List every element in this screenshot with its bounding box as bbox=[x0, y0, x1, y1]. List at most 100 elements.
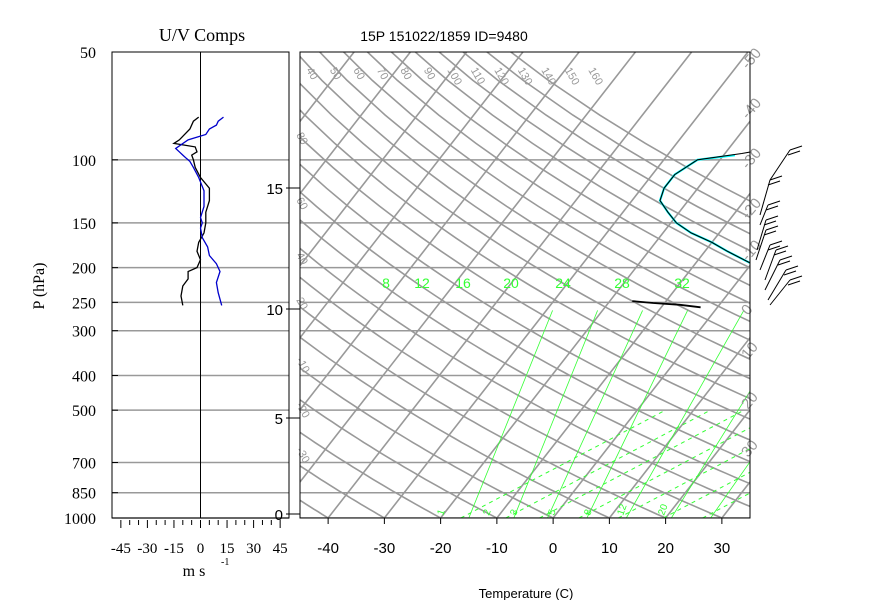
wind-barb-feather bbox=[763, 230, 777, 236]
skewt-isotherm bbox=[300, 52, 580, 412]
skewt-isotherm bbox=[664, 408, 750, 518]
skewt-x-tick-label: 20 bbox=[657, 540, 674, 557]
mixing-ratio-label: 20 bbox=[503, 275, 519, 291]
skewt-x-tick-label: -30 bbox=[374, 540, 396, 557]
mixing-ratio-label: 16 bbox=[455, 275, 471, 291]
wind-barb-feather bbox=[767, 200, 781, 206]
skewt-dry-adiabat bbox=[300, 398, 499, 518]
skewt-isotherm bbox=[327, 52, 693, 518]
mixing-ratio-label: 24 bbox=[555, 275, 571, 291]
wind-barb-feather bbox=[775, 245, 789, 251]
uv-x-axis-label-exponent: -1 bbox=[221, 557, 229, 568]
skewt-dry-adiabat bbox=[300, 82, 750, 380]
wind-barb-feather bbox=[789, 145, 803, 151]
uv-x-axis-label: m s bbox=[183, 563, 206, 580]
wind-barb-staff bbox=[767, 269, 787, 301]
uv-pressure-tick-label: 500 bbox=[72, 403, 96, 420]
wind-barb-feather bbox=[767, 245, 781, 251]
wind-barb-feather bbox=[779, 255, 793, 261]
wind-barb-feather bbox=[765, 215, 779, 221]
mixing-ratio-bottom-label: 2 bbox=[481, 508, 493, 517]
skewt-left-label: 20 bbox=[293, 296, 310, 313]
skewt-mixing-ratio-lines bbox=[460, 310, 750, 518]
skewt-mixing-ratio-line bbox=[578, 427, 750, 518]
uv-pressure-tick-label: 200 bbox=[72, 261, 96, 278]
skewt-moist-line bbox=[468, 310, 553, 518]
figure-title: 15P 151022/1859 ID=9480 bbox=[360, 28, 528, 44]
uv-x-tick-label: -45 bbox=[111, 541, 131, 557]
skewt-isotherm bbox=[552, 264, 750, 518]
skewt-height-tick-label: 10 bbox=[266, 302, 283, 319]
skewt-height-tick-labels: 0 5 10 15 bbox=[266, 181, 300, 524]
wind-barb-feather bbox=[767, 180, 781, 186]
skewt-isotherm bbox=[300, 52, 468, 267]
skewt-dry-adiabat bbox=[300, 218, 750, 485]
uv-pressure-tick-label: 100 bbox=[72, 153, 96, 170]
mixing-ratio-bottom-label: 3 bbox=[508, 508, 520, 517]
uv-x-tick-label: 15 bbox=[220, 541, 235, 557]
skewt-height-tick-label: 15 bbox=[266, 181, 283, 198]
mixing-ratio-bottom-label: 1 bbox=[435, 508, 447, 517]
skewt-x-tick-label: 0 bbox=[549, 540, 557, 557]
wind-barb-feather bbox=[765, 225, 779, 231]
uv-x-tick-labels: -45 -30 -15 0 15 30 45 bbox=[111, 541, 288, 557]
skewt-trace-temperature bbox=[659, 151, 750, 264]
skewt-isotherm bbox=[496, 192, 750, 518]
uv-grid bbox=[112, 51, 289, 528]
skewt-x-tick-labels: -40 -30 -20 -10 0 10 20 30 bbox=[317, 518, 730, 557]
skewt-panel-frame bbox=[299, 51, 751, 519]
skewt-x-tick-label: -20 bbox=[430, 540, 452, 557]
uv-pressure-tick-label: 400 bbox=[72, 368, 96, 385]
skewt-left-label: 40 bbox=[293, 251, 310, 268]
skewt-left-label: 60 bbox=[293, 196, 310, 213]
uv-x-tick-label: 45 bbox=[273, 541, 288, 557]
skewt-dry-adiabat bbox=[366, 52, 750, 305]
wind-barb-feather bbox=[789, 275, 803, 281]
wind-barb-staff bbox=[759, 244, 771, 271]
skewt-adiabat-label: 50 bbox=[327, 66, 344, 83]
skewt-dry-adiabat bbox=[300, 55, 750, 361]
mixing-ratio-bottom-label: 12 bbox=[615, 502, 629, 517]
uv-pressure-tick-label: 150 bbox=[72, 216, 96, 233]
skewt-dry-adiabat bbox=[390, 52, 750, 287]
wind-barb-staff bbox=[759, 204, 769, 226]
skewt-mixing-ratio-line bbox=[539, 409, 745, 518]
mixing-ratio-label: 8 bbox=[382, 275, 390, 291]
skewt-x-tick-label: -10 bbox=[486, 540, 508, 557]
wind-barb-staff bbox=[759, 179, 771, 216]
skewt-x-tick-label: -40 bbox=[317, 540, 339, 557]
skewt-x-axis-label: Temperature (C) bbox=[479, 586, 574, 600]
wind-barb-feather bbox=[769, 175, 783, 181]
skewt-dry-adiabat bbox=[300, 336, 612, 518]
skewt-left-label: 80 bbox=[293, 131, 310, 148]
skewt-isotherm bbox=[300, 52, 412, 195]
wind-barb-feather bbox=[777, 260, 791, 266]
wind-barb-feather bbox=[769, 240, 783, 246]
uv-x-tick-label: -30 bbox=[137, 541, 157, 557]
uv-pressure-tick-label: 1000 bbox=[64, 511, 96, 528]
skewt-height-tick-label: 5 bbox=[275, 411, 283, 428]
mixing-ratio-label: 12 bbox=[414, 275, 430, 291]
skewt-adiabat-label: 80 bbox=[397, 66, 414, 83]
skewt-dry-adiabats bbox=[300, 52, 750, 518]
skewt-trace-parcel bbox=[632, 300, 701, 309]
skewt-dry-adiabat bbox=[342, 52, 750, 323]
uv-series-v bbox=[174, 116, 224, 306]
wind-barbs bbox=[755, 145, 803, 306]
skewt-isotherm bbox=[300, 52, 524, 340]
wind-barb-staff bbox=[769, 149, 791, 181]
skewt-adiabat-label: 70 bbox=[374, 66, 391, 83]
skewt-dry-adiabat bbox=[300, 367, 555, 518]
skewt-adiabat-label: 40 bbox=[303, 66, 320, 83]
skewt-dry-adiabat bbox=[318, 52, 750, 341]
uv-panel-title: U/V Comps bbox=[159, 25, 245, 45]
skewt-dry-adiabat bbox=[300, 163, 750, 441]
uv-pressure-tick-label: 50 bbox=[80, 45, 96, 62]
skewt-moist-line bbox=[710, 461, 750, 518]
skewt-mixing-ratio-line bbox=[505, 409, 711, 518]
skewt-moist-line bbox=[513, 310, 598, 518]
skewt-dry-adiabat bbox=[300, 135, 750, 420]
mixing-ratio-label: 32 bbox=[674, 275, 690, 291]
